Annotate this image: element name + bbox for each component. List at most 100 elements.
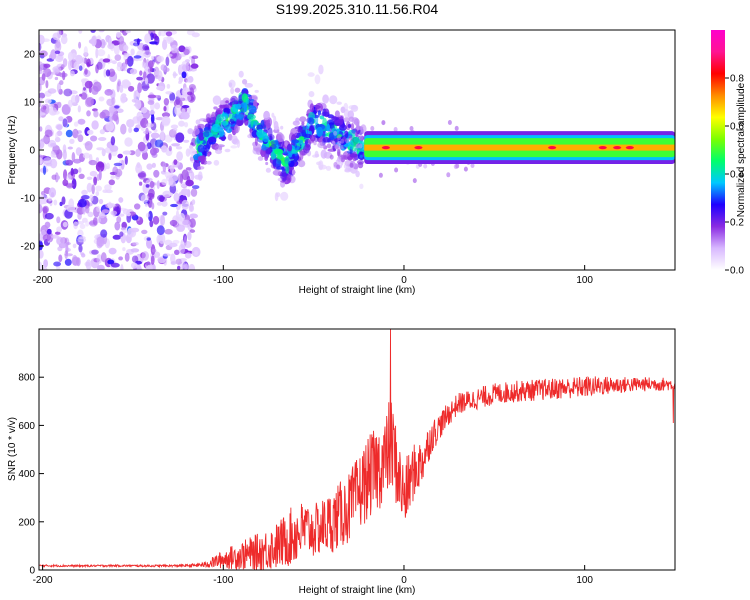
transition-cell [292,120,300,126]
noise-cell [81,57,86,63]
transition-cell [334,110,340,118]
spectrogram-y-axis-label: Frequency (Hz) [7,116,18,185]
noise-cell [113,162,123,167]
noise-cell [91,35,97,47]
transition-cell [270,144,277,150]
colorbar-ticks: 0.0 0.2 0.4 0.6 0.8 [725,74,744,277]
noise-cell [161,119,170,127]
noise-cell [106,203,116,208]
noise-cell [175,146,183,150]
transition-cell [218,128,225,137]
transition-cell [286,174,292,183]
noise-cell [62,149,67,160]
noise-cell [62,221,68,228]
noise-cell [149,41,158,45]
transition-cell [221,120,229,126]
noise-cell [194,250,199,256]
snr-frame [38,328,676,571]
noise-cell [56,124,63,131]
transition-cell [298,124,307,133]
noise-cell [188,84,196,91]
noise-cell [73,121,79,127]
noise-cell [71,52,77,61]
noise-cell [48,187,57,198]
noise-cell [172,71,177,79]
noise-cell [71,152,76,162]
noise-cell [84,261,91,267]
noise-cell [96,254,103,264]
transition-cell [359,154,363,158]
noise-cell [144,202,148,207]
noise-cell [106,98,115,107]
noise-cell [106,162,111,170]
noise-cell [132,241,139,246]
noise-cell [51,234,59,239]
x-tick-label: -200 [33,575,53,586]
noise-cell [136,76,144,81]
snr-x-axis-label: Height of straight line (km) [299,585,416,596]
transition-cell [262,135,270,143]
transition-cell [319,115,325,120]
noise-cell [53,199,58,206]
noise-cell [182,219,191,228]
colorbar-tick-label: 0.6 [730,122,744,133]
noise-cell [168,192,173,196]
noise-cell [78,244,83,253]
noise-cell [160,214,166,226]
noise-cell [147,197,153,208]
noise-cell [89,170,98,177]
noise-cell [82,152,91,159]
noise-cell [133,103,141,107]
x-tick-label: 0 [401,275,407,286]
noise-cell [155,117,164,121]
noise-cell [39,126,43,132]
noise-cell [166,83,171,89]
noise-cell [114,221,121,231]
noise-cell [89,194,94,202]
noise-cell [168,145,172,152]
noise-cell [135,148,141,157]
noise-cell [137,141,146,152]
noise-cell [153,251,161,258]
colorbar-tick-label: 0.2 [730,218,744,229]
noise-cell [39,261,43,270]
noise-cell [181,199,189,210]
transition-cell [297,160,306,168]
transition-cell [298,139,304,146]
noise-cell [162,253,171,257]
halo-cell [370,126,375,131]
transition-cell [280,191,289,201]
halo-cell [336,164,341,170]
noise-cell [184,252,192,259]
noise-cell [43,259,48,268]
transition-cell [298,136,305,140]
noise-cell [108,152,112,161]
noise-cell [174,104,183,116]
transition-cell [355,170,360,178]
noise-cell [153,169,160,178]
noise-cell [188,169,193,174]
noise-cell [149,110,156,115]
x-tick-label: -100 [213,575,233,586]
noise-cell [170,124,179,129]
noise-cell [168,180,177,187]
halo-cell [378,172,383,178]
noise-cell [54,41,62,53]
transition-cell [193,127,200,136]
transition-cell [318,64,324,75]
noise-cell [98,30,105,33]
noise-cell [98,96,105,102]
noise-cell [158,233,166,245]
noise-cell [156,55,164,63]
noise-cell [190,171,195,181]
noise-cell [150,147,157,156]
noise-cell [104,184,112,191]
transition-cell [242,79,248,85]
noise-cell [191,32,200,38]
noise-cell [83,46,88,57]
halo-cell [329,154,334,160]
noise-cell [131,262,138,269]
noise-cell [97,162,105,168]
noise-cell [170,44,178,54]
noise-cell [146,163,153,170]
